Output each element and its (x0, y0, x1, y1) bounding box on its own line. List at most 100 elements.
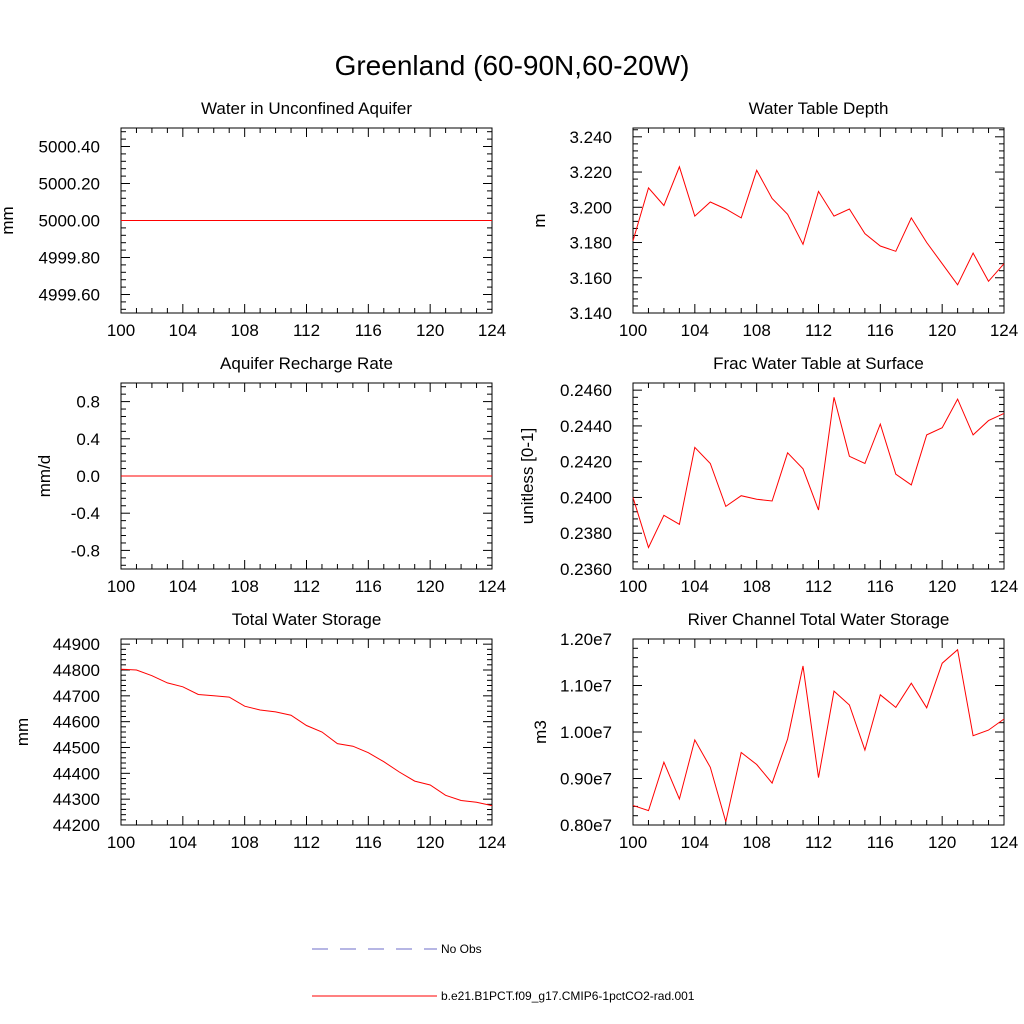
y-tick-label: 0.90e7 (560, 770, 612, 789)
x-tick-label: 100 (107, 321, 135, 340)
legend-label-model-run: b.e21.B1PCT.f09_g17.CMIP6-1pctCO2-rad.00… (441, 989, 695, 1003)
x-tick-label: 112 (805, 577, 832, 596)
panel-title: Water Table Depth (749, 99, 889, 118)
y-tick-label: 3.240 (569, 128, 612, 147)
x-tick-label: 108 (230, 321, 258, 340)
x-tick-label: 104 (169, 321, 197, 340)
y-tick-label: 0.80e7 (560, 816, 612, 835)
y-axis-label: unitless [0-1] (518, 428, 537, 524)
y-axis-label: mm/d (35, 455, 54, 498)
x-tick-label: 108 (742, 577, 770, 596)
x-tick-label: 112 (805, 321, 832, 340)
x-tick-label: 124 (478, 833, 506, 852)
x-tick-label: 116 (355, 321, 382, 340)
y-axis-label: m3 (531, 720, 550, 744)
y-tick-label: 1.10e7 (560, 677, 612, 696)
y-tick-label: 0.2420 (560, 453, 612, 472)
x-tick-label: 120 (416, 321, 444, 340)
x-tick-label: 124 (478, 321, 506, 340)
y-tick-label: 3.140 (569, 304, 612, 323)
x-tick-label: 120 (416, 577, 444, 596)
x-tick-label: 104 (169, 577, 197, 596)
y-tick-label: 1.00e7 (560, 723, 612, 742)
y-tick-label: 3.200 (569, 198, 612, 217)
series-line (632, 648, 1005, 822)
y-tick-label: 44500 (53, 739, 100, 758)
x-tick-label: 124 (990, 833, 1018, 852)
x-tick-label: 104 (681, 321, 709, 340)
x-tick-label: 100 (619, 321, 647, 340)
legend-label-no-obs: No Obs (441, 942, 482, 956)
y-tick-label: -0.8 (71, 541, 100, 560)
y-tick-label: 0.2380 (560, 524, 612, 543)
y-tick-label: 0.2440 (560, 417, 612, 436)
y-tick-label: 44300 (53, 790, 100, 809)
x-tick-label: 112 (293, 321, 320, 340)
panel-title: Water in Unconfined Aquifer (201, 99, 412, 118)
series-line (632, 397, 1005, 549)
y-tick-label: 4999.80 (39, 249, 100, 268)
x-tick-label: 124 (990, 577, 1018, 596)
x-tick-label: 116 (355, 833, 382, 852)
x-tick-label: 100 (619, 577, 647, 596)
panel-5: Total Water Storage mm 100 104 108 112 116 120 1… (13, 610, 506, 852)
x-tick-label: 108 (230, 577, 258, 596)
y-tick-label: 0.4 (76, 430, 100, 449)
y-tick-label: 44900 (53, 635, 100, 654)
x-tick-label: 100 (107, 577, 135, 596)
y-axis-label: mm (13, 718, 32, 746)
x-tick-label: 120 (928, 577, 956, 596)
panel-6: River Channel Total Water Storage m3 100 10… (531, 610, 1018, 852)
x-tick-label: 120 (928, 321, 956, 340)
x-tick-label: 104 (681, 833, 709, 852)
y-tick-label: 5000.20 (39, 175, 100, 194)
x-tick-label: 108 (742, 321, 770, 340)
y-axis-label: m (530, 213, 549, 227)
panel-title: Aquifer Recharge Rate (220, 354, 393, 373)
y-tick-label: 44400 (53, 764, 100, 783)
y-tick-label: 44600 (53, 713, 100, 732)
y-tick-label: 0.2460 (560, 381, 612, 400)
y-tick-label: 1.20e7 (560, 630, 612, 649)
panel-1: Water in Unconfined Aquifer mm 100 104 108 11… (0, 99, 506, 340)
panel-title: River Channel Total Water Storage (688, 610, 950, 629)
panel-3: Aquifer Recharge Rate mm/d 100 104 108 112 116… (35, 354, 506, 596)
x-tick-label: 112 (293, 833, 320, 852)
series-line (632, 165, 1005, 286)
x-tick-label: 104 (169, 833, 197, 852)
y-tick-label: 3.220 (569, 163, 612, 182)
x-tick-label: 124 (990, 321, 1018, 340)
y-tick-label: 0.2360 (560, 560, 612, 579)
x-tick-label: 116 (867, 321, 894, 340)
y-axis-label: mm (0, 206, 17, 234)
panel-title: Frac Water Table at Surface (713, 354, 924, 373)
y-tick-label: 3.160 (569, 269, 612, 288)
x-tick-label: 100 (619, 833, 647, 852)
y-tick-label: 4999.60 (39, 286, 100, 305)
y-tick-label: 0.0 (76, 467, 100, 486)
panel-title: Total Water Storage (232, 610, 382, 629)
x-tick-label: 100 (107, 833, 135, 852)
x-tick-label: 116 (867, 833, 894, 852)
y-tick-label: -0.4 (71, 504, 100, 523)
x-tick-label: 120 (416, 833, 444, 852)
x-tick-label: 120 (928, 833, 956, 852)
y-tick-label: 5000.00 (39, 212, 100, 231)
x-tick-label: 104 (681, 577, 709, 596)
y-tick-label: 3.180 (569, 234, 612, 253)
y-tick-label: 0.8 (76, 393, 100, 412)
y-tick-label: 0.2400 (560, 488, 612, 507)
x-tick-label: 116 (867, 577, 894, 596)
y-tick-label: 44200 (53, 816, 100, 835)
y-tick-label: 44700 (53, 687, 100, 706)
panel-4: Frac Water Table at Surface unitless [0-1… (518, 354, 1018, 596)
x-tick-label: 116 (355, 577, 382, 596)
x-tick-label: 108 (230, 833, 258, 852)
x-tick-label: 112 (805, 833, 832, 852)
x-tick-label: 112 (293, 577, 320, 596)
y-tick-label: 5000.40 (39, 138, 100, 157)
panel-2: Water Table Depth m 100 104 108 112 116 120 124 3… (530, 99, 1018, 340)
x-tick-label: 108 (742, 833, 770, 852)
